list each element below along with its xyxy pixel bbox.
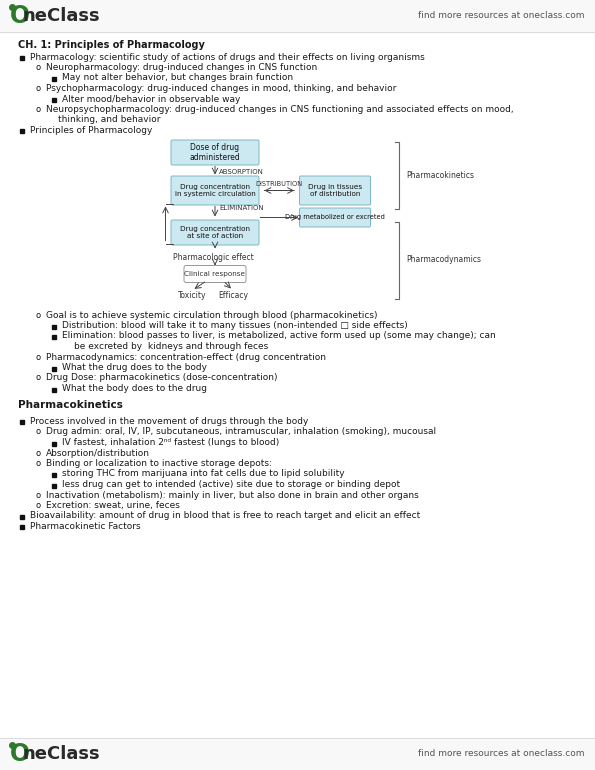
- Text: Dose of drug
administered: Dose of drug administered: [190, 142, 240, 162]
- Text: Alter mood/behavior in observable way: Alter mood/behavior in observable way: [62, 95, 240, 103]
- Text: Toxicity: Toxicity: [178, 292, 206, 300]
- Text: be excreted by  kidneys and through feces: be excreted by kidneys and through feces: [74, 342, 268, 351]
- Text: o: o: [36, 373, 41, 383]
- Text: o: o: [36, 84, 41, 93]
- Text: IV fastest, inhalation 2ⁿᵈ fastest (lungs to blood): IV fastest, inhalation 2ⁿᵈ fastest (lung…: [62, 438, 279, 447]
- Bar: [0, 0, 595, 32]
- Text: Pharmacokinetics: Pharmacokinetics: [406, 170, 474, 179]
- Text: Goal is to achieve systemic circulation through blood (pharmacokinetics): Goal is to achieve systemic circulation …: [46, 310, 377, 320]
- Text: Pharmacologic effect: Pharmacologic effect: [173, 253, 253, 262]
- Text: less drug can get to intended (active) site due to storage or binding depot: less drug can get to intended (active) s…: [62, 480, 400, 489]
- Text: Bioavailability: amount of drug in blood that is free to reach target and elicit: Bioavailability: amount of drug in blood…: [30, 511, 420, 521]
- Text: What the drug does to the body: What the drug does to the body: [62, 363, 207, 372]
- Text: Drug metabolized or excreted: Drug metabolized or excreted: [285, 215, 385, 220]
- Bar: [52, 77, 56, 81]
- Text: Distribution: blood will take it to many tissues (non-intended □ side effects): Distribution: blood will take it to many…: [62, 321, 408, 330]
- Text: Excretion: sweat, urine, feces: Excretion: sweat, urine, feces: [46, 501, 180, 510]
- FancyBboxPatch shape: [299, 176, 371, 205]
- Text: thinking, and behavior: thinking, and behavior: [58, 116, 161, 125]
- Text: Pharmacology: scientific study of actions of drugs and their effects on living o: Pharmacology: scientific study of action…: [30, 52, 425, 62]
- Text: Efficacy: Efficacy: [218, 292, 248, 300]
- Bar: [52, 484, 56, 487]
- Text: Pharmacokinetics: Pharmacokinetics: [18, 400, 123, 410]
- Text: Drug concentration
at site of action: Drug concentration at site of action: [180, 226, 250, 239]
- Text: O: O: [10, 742, 30, 766]
- Bar: [52, 473, 56, 477]
- Text: Process involved in the movement of drugs through the body: Process involved in the movement of drug…: [30, 417, 308, 426]
- Text: storing THC from marijuana into fat cells due to lipid solubility: storing THC from marijuana into fat cell…: [62, 470, 345, 478]
- FancyBboxPatch shape: [171, 176, 259, 205]
- Bar: [0, 738, 595, 770]
- Text: o: o: [36, 105, 41, 114]
- FancyBboxPatch shape: [299, 208, 371, 227]
- Text: What the body does to the drug: What the body does to the drug: [62, 384, 207, 393]
- Text: Binding or localization to inactive storage depots:: Binding or localization to inactive stor…: [46, 459, 272, 468]
- Text: DISTRIBUTION: DISTRIBUTION: [256, 182, 303, 188]
- Text: o: o: [36, 427, 41, 437]
- Bar: [52, 324, 56, 329]
- Text: Drug Dose: pharmacokinetics (dose-concentration): Drug Dose: pharmacokinetics (dose-concen…: [46, 373, 277, 383]
- Text: Clinical response: Clinical response: [184, 271, 246, 277]
- Text: Pharmacodynamics: concentration-effect (drug concentration: Pharmacodynamics: concentration-effect (…: [46, 353, 326, 361]
- Text: Drug in tissues
of distribution: Drug in tissues of distribution: [308, 184, 362, 197]
- Text: neClass: neClass: [22, 7, 99, 25]
- Bar: [52, 98, 56, 102]
- Text: CH. 1: Principles of Pharmacology: CH. 1: Principles of Pharmacology: [18, 40, 205, 50]
- Text: find more resources at oneclass.com: find more resources at oneclass.com: [418, 12, 585, 21]
- Bar: [52, 367, 56, 370]
- Text: Elimination: blood passes to liver, is metabolized, active form used up (some ma: Elimination: blood passes to liver, is m…: [62, 332, 496, 340]
- Text: o: o: [36, 459, 41, 468]
- Text: Drug admin: oral, IV, IP, subcutaneous, intramuscular, inhalation (smoking), muc: Drug admin: oral, IV, IP, subcutaneous, …: [46, 427, 436, 437]
- Text: O: O: [10, 4, 30, 28]
- Text: o: o: [36, 353, 41, 361]
- Text: Neuropsychopharmacology: drug-induced changes in CNS functioning and associated : Neuropsychopharmacology: drug-induced ch…: [46, 105, 513, 114]
- Text: find more resources at oneclass.com: find more resources at oneclass.com: [418, 749, 585, 758]
- Bar: [52, 335, 56, 339]
- Text: Inactivation (metabolism): mainly in liver, but also done in brain and other org: Inactivation (metabolism): mainly in liv…: [46, 490, 419, 500]
- Text: o: o: [36, 490, 41, 500]
- FancyBboxPatch shape: [184, 266, 246, 283]
- Text: Neuropharmacology: drug-induced changes in CNS function: Neuropharmacology: drug-induced changes …: [46, 63, 317, 72]
- Text: Drug concentration
in systemic circulation: Drug concentration in systemic circulati…: [174, 184, 255, 197]
- Text: ELIMINATION: ELIMINATION: [219, 205, 264, 210]
- Text: neClass: neClass: [22, 745, 99, 763]
- Text: Pharmacokinetic Factors: Pharmacokinetic Factors: [30, 522, 140, 531]
- Bar: [52, 387, 56, 391]
- Bar: [52, 441, 56, 446]
- Text: o: o: [36, 448, 41, 457]
- FancyBboxPatch shape: [171, 140, 259, 165]
- FancyBboxPatch shape: [171, 220, 259, 245]
- Text: Absorption/distribution: Absorption/distribution: [46, 448, 150, 457]
- Text: o: o: [36, 310, 41, 320]
- Text: o: o: [36, 63, 41, 72]
- Text: Principles of Pharmacology: Principles of Pharmacology: [30, 126, 152, 135]
- Text: Pharmacodynamics: Pharmacodynamics: [406, 256, 481, 265]
- Text: o: o: [36, 501, 41, 510]
- Text: ABSORPTION: ABSORPTION: [219, 169, 264, 175]
- Text: May not alter behavior, but changes brain function: May not alter behavior, but changes brai…: [62, 73, 293, 82]
- Text: Psychopharmacology: drug-induced changes in mood, thinking, and behavior: Psychopharmacology: drug-induced changes…: [46, 84, 396, 93]
